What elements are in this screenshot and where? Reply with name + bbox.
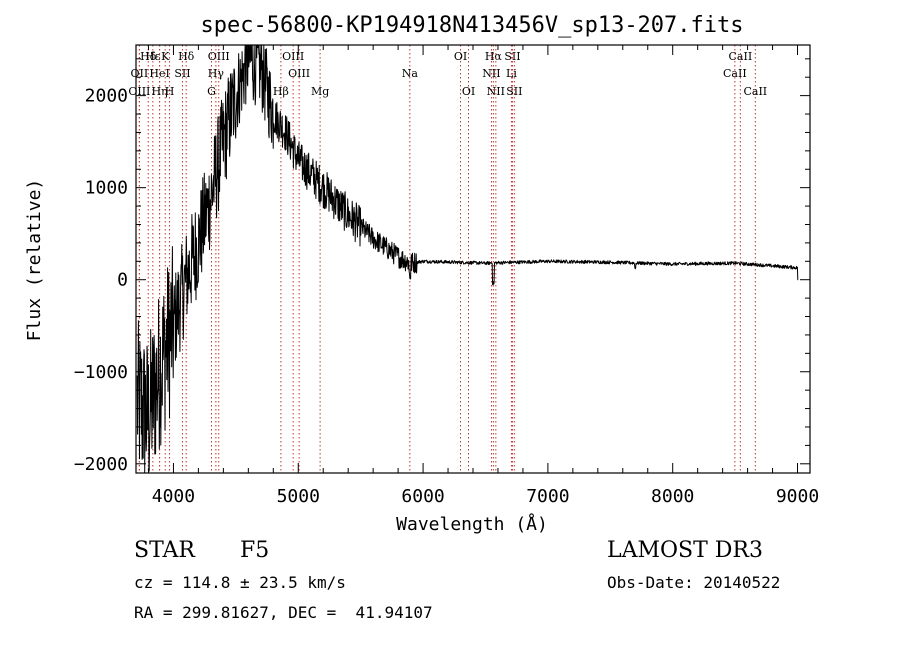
line-label: SII — [506, 85, 522, 98]
line-label: CaII — [723, 67, 747, 80]
y-tick-label: 0 — [117, 270, 128, 291]
line-label: Hα — [485, 50, 503, 63]
observation-date: Obs-Date: 20140522 — [607, 573, 781, 592]
line-label: SII — [174, 67, 190, 80]
line-label: OIII — [208, 50, 230, 63]
x-tick-label: 5000 — [277, 486, 320, 507]
line-label: NII — [487, 85, 505, 98]
sky-coordinates: RA = 299.81627, DEC = 41.94107 — [134, 603, 433, 622]
line-label: SII — [504, 50, 520, 63]
line-label: CaII — [729, 50, 753, 63]
object-subclass: F5 — [240, 538, 270, 563]
y-tick-label: 2000 — [85, 86, 128, 107]
line-label: CaII — [743, 85, 767, 98]
x-axis-label: Wavelength (Å) — [396, 513, 548, 535]
line-label: Hε — [145, 50, 161, 63]
x-tick-label: 9000 — [776, 486, 819, 507]
line-label: NII — [482, 67, 500, 80]
y-axis-label: Flux (relative) — [24, 179, 45, 342]
line-label: Na — [402, 67, 419, 80]
line-label: Hβ — [273, 85, 289, 98]
y-tick-label: −2000 — [74, 454, 128, 475]
spectrum-line — [136, 44, 799, 474]
x-tick-label: 8000 — [651, 486, 694, 507]
y-tick-label: 1000 — [85, 178, 128, 199]
line-label: OI — [454, 50, 467, 63]
line-label: Li — [506, 67, 517, 80]
line-label: H — [165, 85, 175, 98]
line-label: Hη — [151, 85, 167, 98]
spectrum-group — [136, 44, 799, 474]
line-label: OIII — [288, 67, 310, 80]
line-label: OIII — [282, 50, 304, 63]
object-class: STAR — [134, 538, 195, 563]
line-label: G — [207, 85, 216, 98]
x-tick-label: 6000 — [401, 486, 444, 507]
line-label: OIII — [128, 85, 150, 98]
redshift-cz: cz = 114.8 ± 23.5 km/s — [134, 573, 346, 592]
line-label: Hγ — [208, 67, 225, 80]
line-label: OI — [462, 85, 475, 98]
chart-title: spec-56800-KP194918N413456V_sp13-207.fit… — [200, 13, 743, 38]
x-tick-label: 7000 — [526, 486, 569, 507]
line-label: Hδ — [178, 50, 195, 63]
survey-name: LAMOST DR3 — [607, 538, 763, 563]
y-tick-label: −1000 — [74, 362, 128, 383]
axis-ticks: 4000 5000 6000 7000 8000 9000 −2000 −1000 0 1000 2… — [74, 45, 819, 507]
x-tick-label: 4000 — [152, 486, 195, 507]
line-label: K — [161, 50, 170, 63]
line-label: Mg — [311, 85, 329, 98]
